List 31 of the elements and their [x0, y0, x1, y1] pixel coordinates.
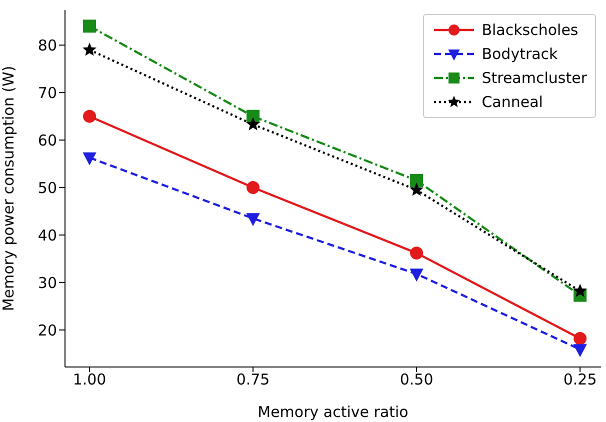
point [246, 213, 260, 226]
point [83, 110, 96, 123]
y-tick-label: 20 [38, 321, 57, 340]
point [83, 152, 96, 165]
point [574, 284, 586, 296]
y-axis-title: Memory power consumption (W) [0, 66, 18, 312]
legend-label: Streamcluster [482, 69, 587, 87]
y-tick-label: 30 [38, 274, 57, 292]
x-tick-label: 0.25 [563, 370, 597, 389]
y-tick-label: 60 [38, 131, 57, 150]
x-tick-label: 0.50 [400, 370, 434, 389]
point [410, 183, 423, 196]
point [246, 181, 260, 194]
x-tick-label: 0.75 [236, 370, 270, 389]
y-tick-label: 40 [38, 226, 57, 244]
point [83, 20, 96, 33]
point [574, 332, 587, 346]
point [83, 43, 96, 56]
legend-label: Bodytrack [482, 45, 558, 63]
point [410, 268, 424, 282]
x-tick-label: 1.00 [72, 370, 106, 389]
y-tick-label: 70 [38, 84, 57, 102]
point [574, 344, 587, 357]
legend-label: Canneal [482, 93, 543, 111]
point [246, 118, 260, 130]
point [410, 174, 424, 187]
legend-label: Blackscholes [482, 21, 578, 39]
x-axis-title: Memory active ratio [258, 403, 408, 421]
y-tick-label: 80 [38, 36, 57, 54]
y-tick-label: 50 [38, 178, 57, 197]
point [410, 246, 424, 260]
